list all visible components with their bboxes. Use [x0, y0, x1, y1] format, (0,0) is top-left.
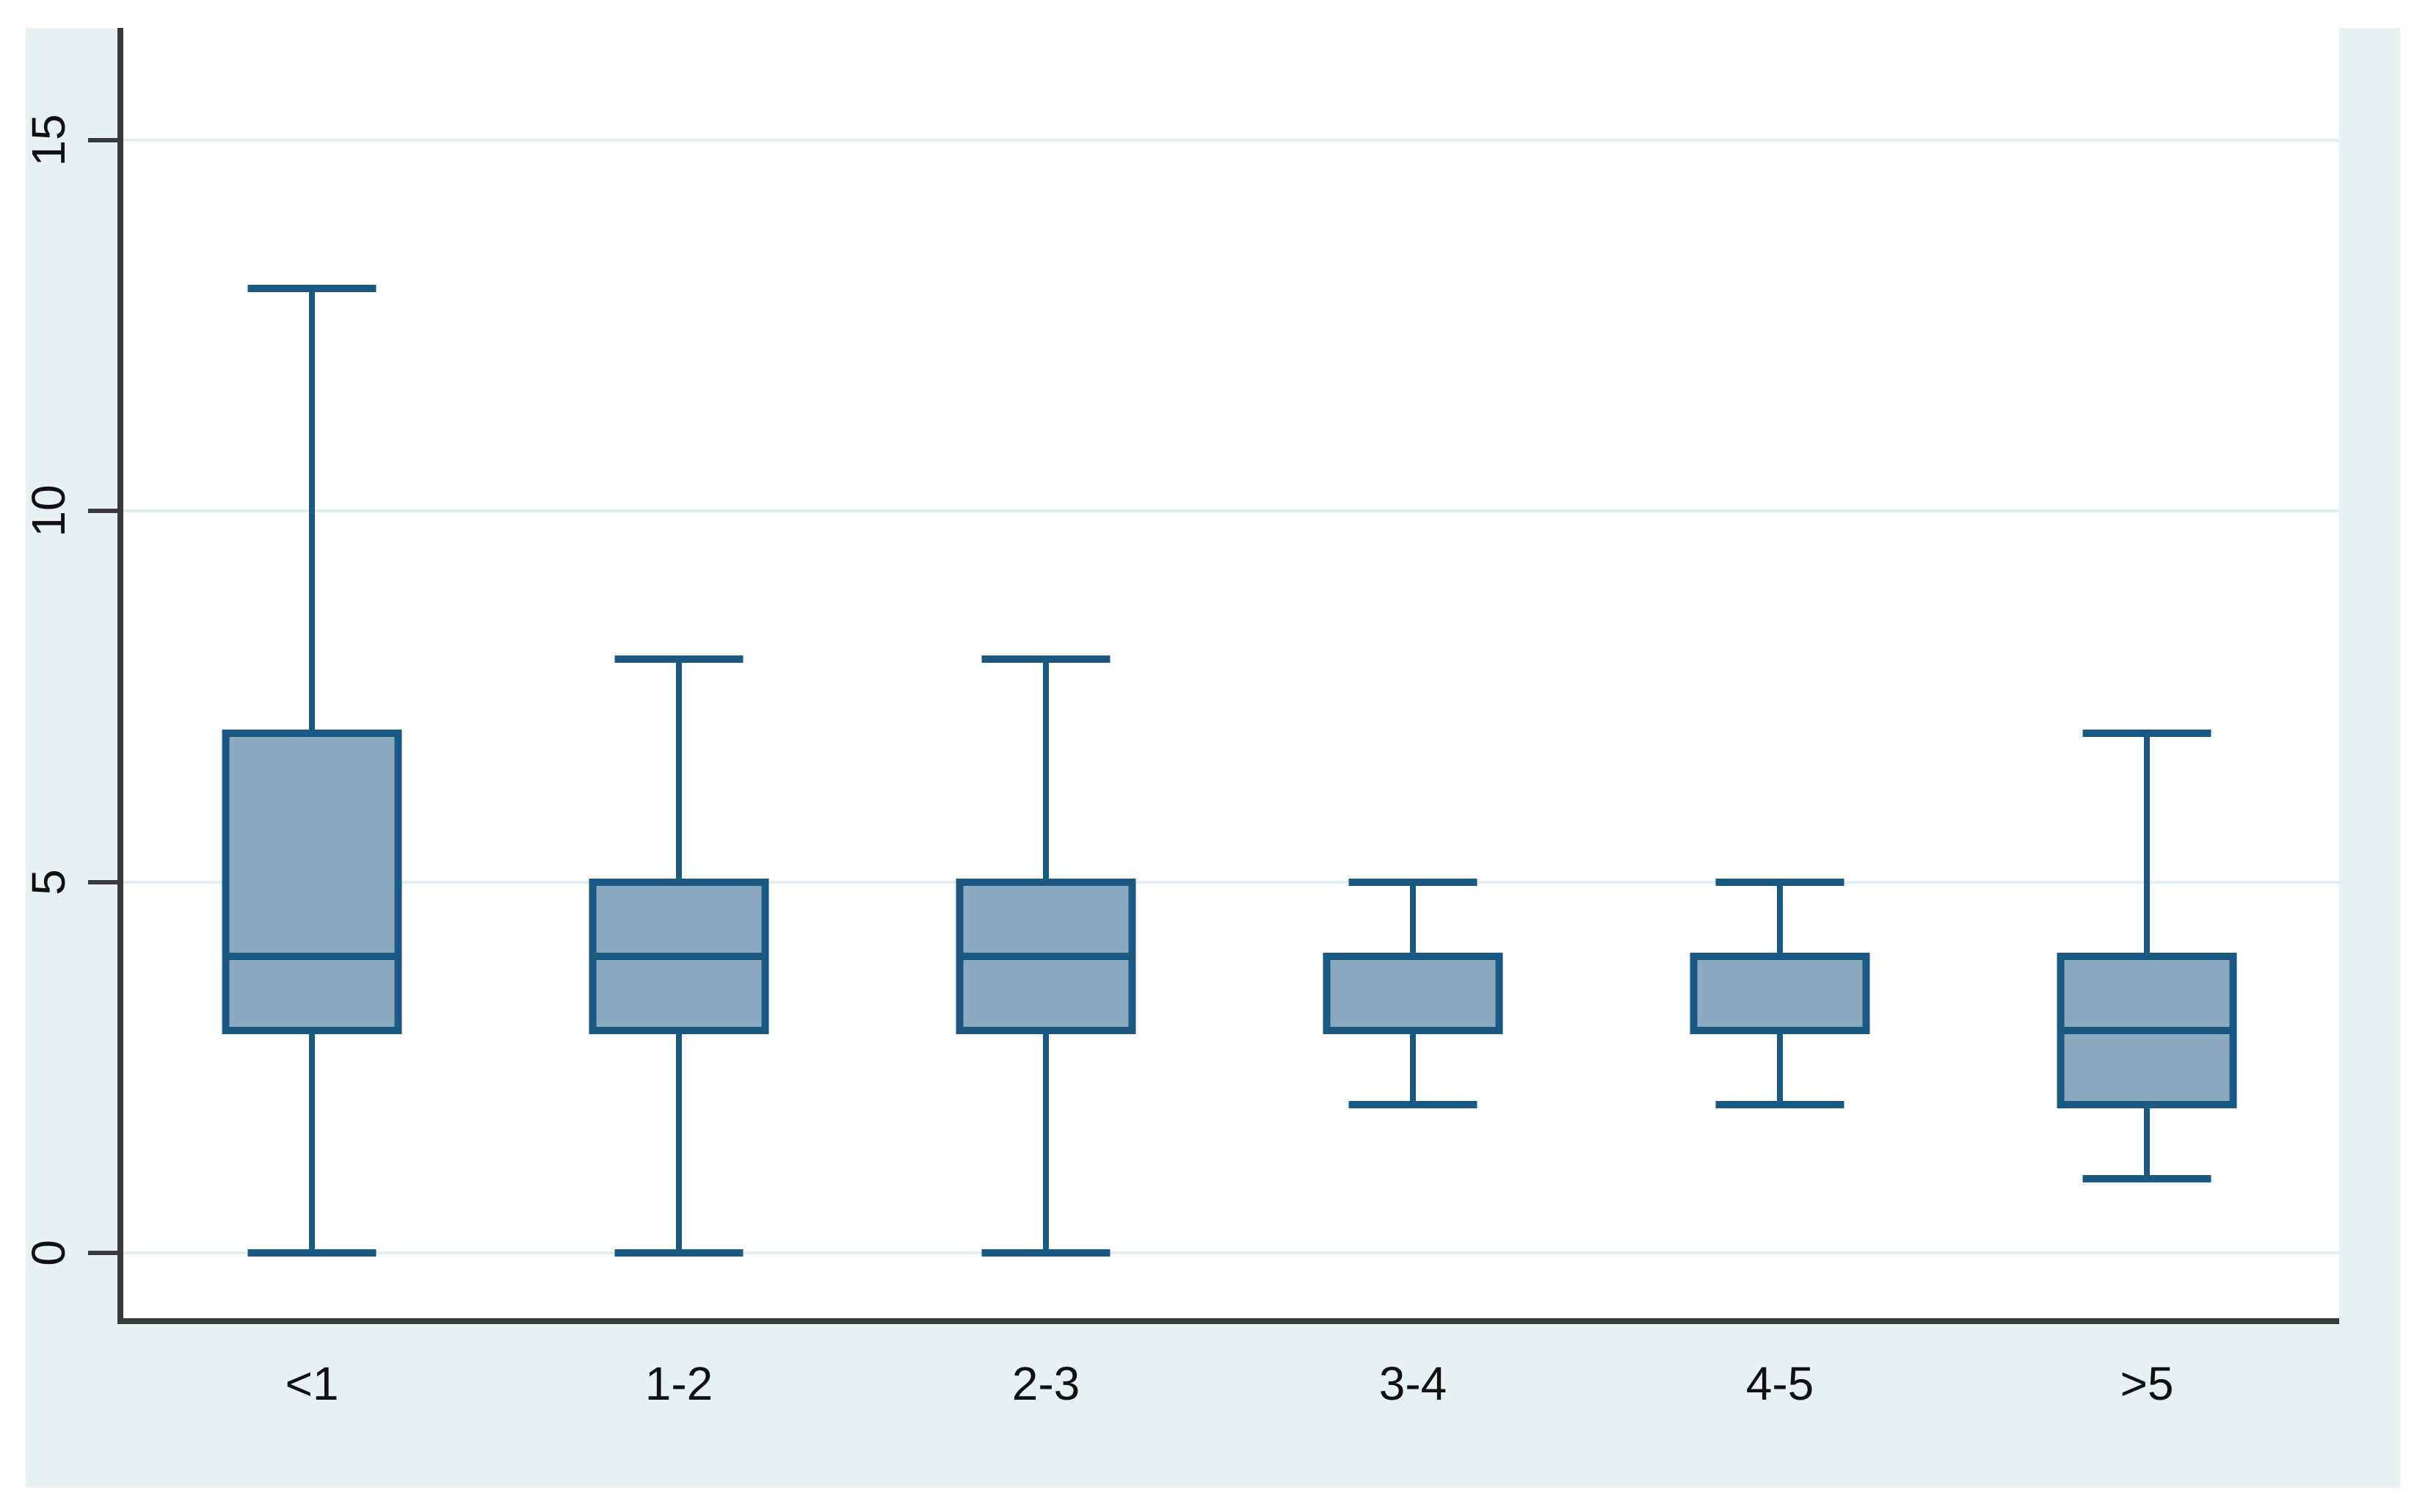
median-line: [1323, 1026, 1503, 1034]
box-rect: [222, 730, 402, 1034]
y-axis-tick-5: [88, 879, 117, 884]
whisker-line-upper: [309, 288, 315, 734]
whisker-cap-upper: [1348, 878, 1477, 886]
median-line: [2057, 1026, 2237, 1034]
whisker-line-upper: [2144, 733, 2150, 956]
whisker-cap-upper: [247, 284, 377, 292]
whisker-cap-lower: [981, 1249, 1111, 1257]
whisker-line-lower: [676, 1030, 682, 1254]
whisker-line-upper: [1410, 882, 1416, 956]
x-category-label-5: 4-5: [1745, 1357, 1814, 1410]
whisker-cap-upper: [981, 655, 1111, 664]
x-category-label-6: >5: [2120, 1357, 2174, 1410]
whisker-line-upper: [676, 659, 682, 882]
whisker-line-lower: [1777, 1030, 1783, 1105]
whisker-line-upper: [1777, 882, 1783, 956]
median-line: [1690, 1026, 1870, 1034]
whisker-cap-upper: [614, 655, 744, 664]
y-axis-tick-0: [88, 1251, 117, 1256]
whisker-cap-lower: [247, 1249, 377, 1257]
plot-area: [117, 28, 2339, 1324]
x-category-label-2: 1-2: [644, 1357, 713, 1410]
whisker-cap-lower: [614, 1249, 744, 1257]
y-tick-label-15: 15: [22, 114, 75, 167]
whisker-line-lower: [1043, 1030, 1049, 1254]
whisker-cap-lower: [1348, 1100, 1477, 1108]
box-rect: [1323, 952, 1503, 1034]
median-line: [956, 952, 1136, 960]
y-axis-tick-15: [88, 137, 117, 142]
x-category-label-3: 2-3: [1011, 1357, 1080, 1410]
whisker-cap-lower: [1715, 1100, 1844, 1108]
x-category-label-4: 3-4: [1378, 1357, 1447, 1410]
gridline-y-10: [123, 509, 2339, 513]
y-axis-tick-10: [88, 509, 117, 514]
whisker-line-lower: [309, 1030, 315, 1254]
x-category-label-1: <1: [285, 1357, 339, 1410]
y-tick-label-0: 0: [22, 1240, 75, 1266]
median-line: [222, 952, 402, 960]
gridline-y-15: [123, 138, 2339, 142]
gridline-y-0: [123, 1251, 2339, 1255]
box-rect: [1690, 952, 1870, 1034]
whisker-cap-upper: [1715, 878, 1844, 886]
whisker-line-upper: [1043, 659, 1049, 882]
gridline-y-5: [123, 880, 2339, 884]
median-line: [589, 952, 769, 960]
y-tick-label-5: 5: [22, 868, 75, 895]
y-tick-label-10: 10: [22, 484, 75, 537]
whisker-cap-lower: [2082, 1174, 2211, 1182]
whisker-line-lower: [2144, 1104, 2150, 1179]
whisker-cap-upper: [2082, 730, 2211, 738]
whisker-line-lower: [1410, 1030, 1416, 1105]
